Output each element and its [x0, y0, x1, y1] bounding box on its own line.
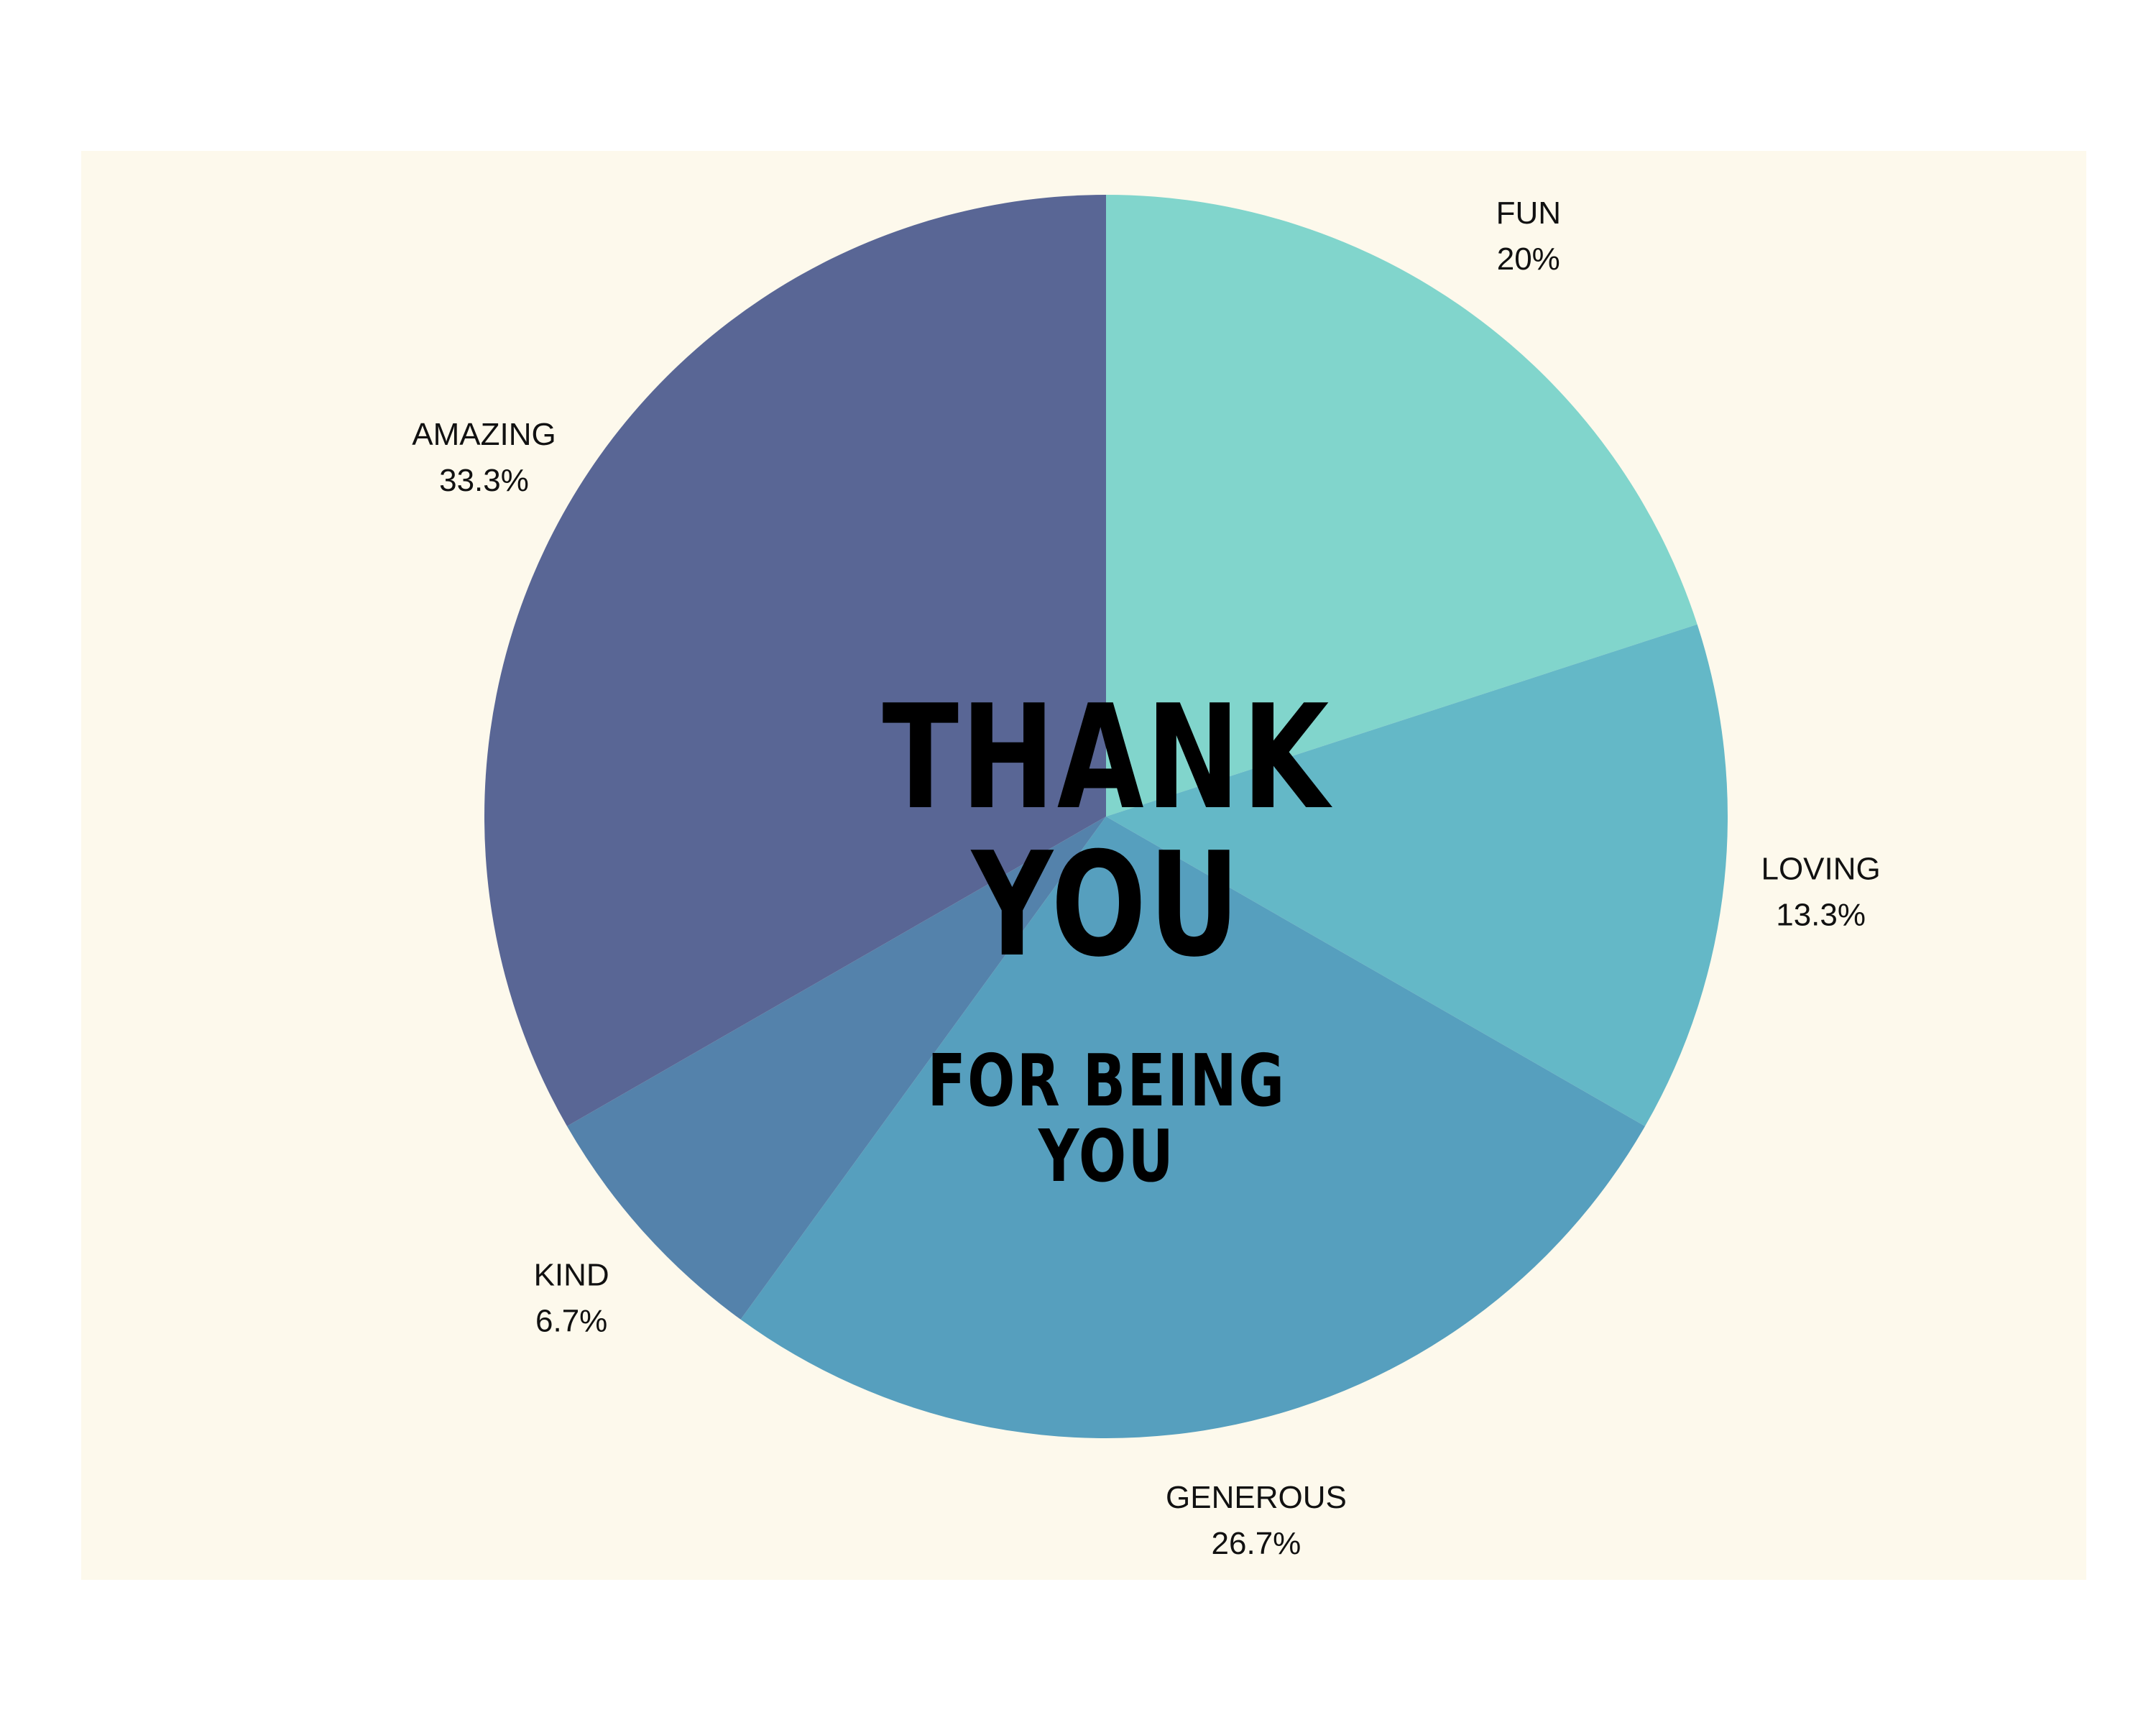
subheadline-you: YOU — [1038, 1114, 1176, 1198]
pie-slice-loving — [1106, 624, 1728, 1126]
pie-slice-kind — [566, 816, 1106, 1320]
slice-label-fun: FUN — [1496, 196, 1561, 231]
subheadline-for-being: FOR BEING — [927, 1039, 1286, 1123]
slice-value-kind: 6.7% — [535, 1303, 607, 1338]
pie-slice-generous — [740, 816, 1646, 1438]
pie-labels: FUN 20% LOVING 13.3% GENEROUS 26.7% KIND 6.7% AM… — [412, 196, 1880, 1561]
slice-label-kind: KIND — [534, 1257, 609, 1292]
slice-value-loving: 13.3% — [1776, 897, 1866, 932]
headline-thank: THANK — [882, 674, 1332, 842]
slice-label-generous: GENEROUS — [1166, 1480, 1347, 1515]
slice-label-loving: LOVING — [1761, 851, 1880, 886]
pie-slices — [484, 195, 1728, 1438]
slice-label-amazing: AMAZING — [412, 417, 556, 452]
slice-value-generous: 26.7% — [1212, 1526, 1302, 1561]
pie-slice-amazing — [484, 195, 1106, 1126]
pie-slice-fun — [1106, 195, 1697, 816]
headline-you: YOU — [971, 822, 1243, 989]
slice-value-amazing: 33.3% — [439, 463, 529, 498]
slice-value-fun: 20% — [1497, 242, 1560, 277]
